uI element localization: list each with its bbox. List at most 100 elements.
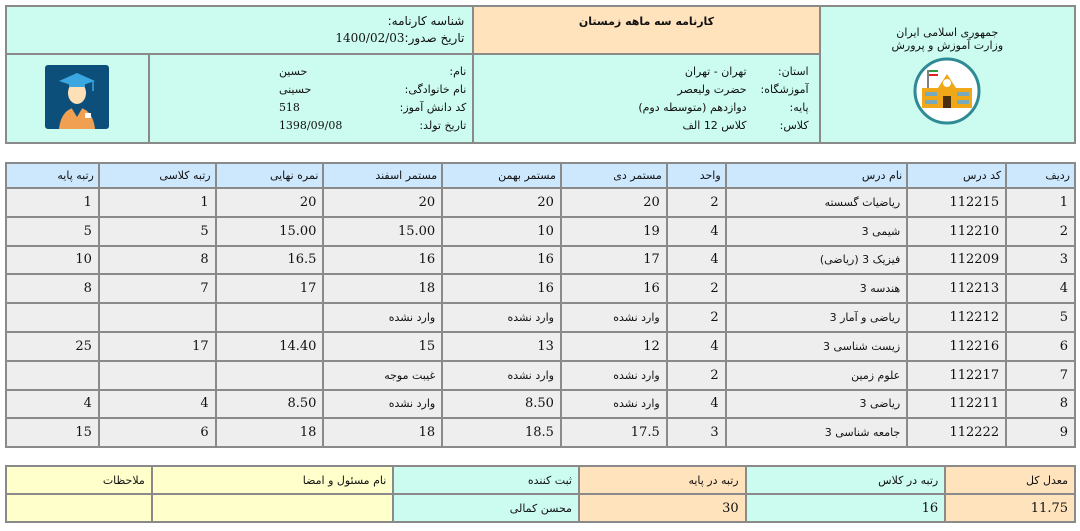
table-cell: 16 — [441, 273, 562, 305]
table-cell: 112215 — [906, 187, 1008, 218]
table-cell: 7 — [97, 273, 217, 305]
table-cell: 19 — [559, 215, 668, 247]
table-cell: 18 — [214, 417, 325, 449]
table-cell: 2 — [1005, 215, 1076, 247]
grade-value: دوازدهم (متوسطه دوم) — [638, 101, 747, 114]
class-label: کلاس: — [779, 119, 809, 132]
student-code-label: کد دانش آموز: — [399, 101, 467, 114]
table-cell: 15.00 — [322, 215, 444, 247]
table-cell: 112222 — [906, 417, 1008, 449]
table-cell: 8.50 — [441, 388, 562, 420]
table-cell: 1 — [5, 187, 100, 218]
table-cell: 18 — [322, 417, 444, 449]
table-row: 2 112210 شیمی 3 4 19 10 15.00 15.00 5 5 — [5, 215, 1076, 247]
table-cell: 25 — [5, 330, 100, 362]
table-cell: 2 — [665, 187, 727, 218]
student-graduate-avatar-icon — [45, 65, 110, 129]
summary-label: نام مسئول و امضا — [150, 465, 395, 495]
table-cell: 112211 — [906, 388, 1008, 420]
table-cell: 112213 — [906, 273, 1008, 305]
report-id-label: شناسه کارنامه: — [387, 14, 465, 28]
table-cell: 112209 — [906, 244, 1008, 276]
table-cell: 1 — [1005, 187, 1076, 218]
table-cell: 17 — [559, 244, 668, 276]
table-cell: 2 — [665, 273, 727, 305]
table-cell: 4 — [665, 330, 727, 362]
table-cell: 16.5 — [214, 244, 325, 276]
summary-header-row: معدل کل رتبه در کلاس رتبه در پایه ثبت کننده… — [5, 465, 1076, 495]
table-cell: 4 — [5, 388, 100, 420]
table-cell: 112210 — [906, 215, 1008, 247]
table-row: 9 112222 جامعه شناسی 3 3 17.5 18.5 18 18 6 15 — [5, 417, 1076, 449]
table-cell — [214, 359, 325, 391]
table-cell: 6 — [1005, 330, 1076, 362]
photo-cell — [5, 53, 150, 144]
table-cell: وارد نشده — [559, 359, 668, 391]
grade-label: پایه: — [789, 101, 809, 114]
name-label: نام: — [449, 65, 467, 78]
province-value: تهران - تهران — [684, 65, 747, 78]
table-cell: هندسه 3 — [724, 273, 909, 305]
summary-label: معدل کل — [944, 465, 1076, 495]
summary-value: 16 — [744, 493, 947, 523]
summary-value: 11.75 — [944, 493, 1076, 523]
table-cell: ریاضی 3 — [724, 388, 909, 420]
table-cell: فیزیک 3 (ریاضی) — [724, 244, 909, 276]
report-title: کارنامه سه ماهه زمستان — [472, 5, 821, 55]
table-cell: زیست شناسی 3 — [724, 330, 909, 362]
table-cell: 3 — [665, 417, 727, 449]
table-cell: 16 — [441, 244, 562, 276]
table-cell: 112212 — [906, 302, 1008, 333]
table-cell: 2 — [665, 302, 727, 333]
table-cell — [5, 359, 100, 391]
table-cell: 5 — [97, 215, 217, 247]
table-cell: 1 — [97, 187, 217, 218]
table-cell: 4 — [665, 244, 727, 276]
table-cell: 15 — [5, 417, 100, 449]
column-header: مستمر اسفند — [322, 162, 444, 189]
birth-date-value: 1398/09/08 — [278, 119, 343, 132]
summary-value — [5, 493, 153, 523]
school-value: حضرت ولیعصر — [677, 83, 747, 96]
summary-table: معدل کل رتبه در کلاس رتبه در پایه ثبت کننده… — [5, 465, 1076, 523]
summary-value: 30 — [577, 493, 747, 523]
table-row: 3 112209 فیزیک 3 (ریاضی) 4 17 16 16 16.5 8 10 — [5, 244, 1076, 276]
table-cell: 20 — [214, 187, 325, 218]
table-cell: 4 — [665, 388, 727, 420]
column-header: نمره نهایی — [214, 162, 325, 189]
table-cell: ریاضی و آمار 3 — [724, 302, 909, 333]
table-cell: جامعه شناسی 3 — [724, 417, 909, 449]
table-cell: 6 — [97, 417, 217, 449]
ministry-cell: جمهوری اسلامی ایران وزارت آموزش و پرورش — [818, 5, 1077, 144]
table-cell: 15 — [322, 330, 444, 362]
org-line-2: وزارت آموزش و پرورش — [891, 39, 1004, 52]
summary-label: رتبه در پایه — [577, 465, 747, 495]
table-cell: علوم زمین — [724, 359, 909, 391]
table-cell: 9 — [1005, 417, 1076, 449]
table-cell: 7 — [1005, 359, 1076, 391]
class-value: کلاس 12 الف — [682, 119, 747, 132]
report-meta-cell: شناسه کارنامه: تاریخ صدور:1400/02/03 — [4, 5, 475, 55]
table-cell: وارد نشده — [441, 359, 562, 391]
student-code-value: 518 — [278, 101, 300, 114]
table-cell: وارد نشده — [441, 302, 562, 333]
table-cell: 5 — [5, 215, 100, 247]
summary-label: رتبه در کلاس — [744, 465, 947, 495]
table-row: 4 112213 هندسه 3 2 16 16 18 17 7 8 — [5, 273, 1076, 305]
table-cell: 5 — [1005, 302, 1076, 333]
column-header: کد درس — [906, 162, 1008, 189]
table-cell: 20 — [441, 187, 562, 218]
table-cell: 112217 — [906, 359, 1008, 391]
school-building-icon — [913, 57, 981, 125]
table-cell: 8 — [97, 244, 217, 276]
column-header: رتبه پایه — [5, 162, 100, 189]
table-cell: 112216 — [906, 330, 1008, 362]
grades-header-row: ردیف کد درس نام درس واحد مستمر دی مستمر بهمن م… — [5, 162, 1076, 189]
table-cell: 3 — [1005, 244, 1076, 276]
school-info-cell: استان: تهران - تهران آموزشگاه: حضرت ولیعصر… — [472, 53, 821, 144]
family-value: حسینی — [278, 83, 312, 96]
column-header: مستمر بهمن — [441, 162, 562, 189]
table-cell: وارد نشده — [559, 388, 668, 420]
table-cell: 4 — [1005, 273, 1076, 305]
table-cell: 17 — [214, 273, 325, 305]
